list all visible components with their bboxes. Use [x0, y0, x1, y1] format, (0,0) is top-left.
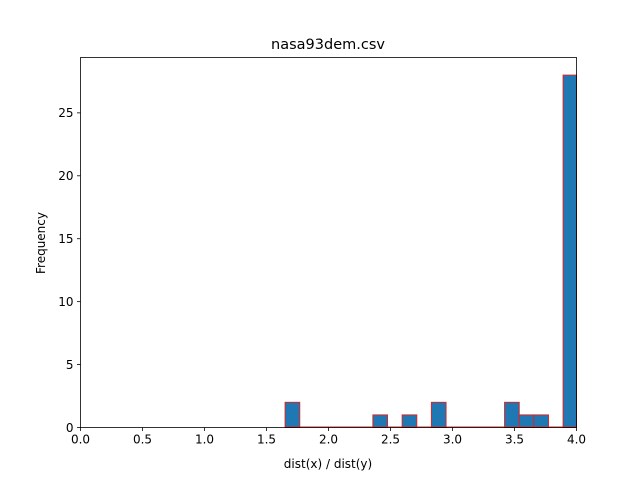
histogram-bar-3: [430, 401, 447, 428]
x-tick-label-6: 3.0: [443, 433, 462, 447]
histogram-bar-2: [401, 414, 418, 429]
plot-frame: [80, 57, 577, 428]
y-tick-label-5: 25: [58, 106, 73, 120]
x-tick-label-4: 2.0: [319, 433, 338, 447]
x-tick-label-0: 0.0: [71, 433, 90, 447]
histogram-bar-4: [504, 401, 520, 428]
y-tick-label-2: 10: [58, 295, 73, 309]
y-axis-label: Frequency: [34, 212, 48, 274]
chart-title: nasa93dem.csv: [271, 37, 385, 53]
histogram-bar-0: [284, 401, 301, 428]
x-axis-label: dist(x) / dist(y): [284, 457, 372, 471]
x-tick-label-7: 3.5: [505, 433, 524, 447]
x-tick-label-5: 2.5: [381, 433, 400, 447]
x-tick-label-3: 1.5: [257, 433, 276, 447]
y-tick-label-4: 20: [58, 169, 73, 183]
bars-group: [284, 74, 577, 429]
y-tick-label-0: 0: [66, 421, 74, 435]
histogram-bar-1: [372, 414, 389, 429]
histogram-bar-5: [518, 414, 535, 429]
y-tick-label-3: 15: [58, 232, 73, 246]
histogram-bar-7: [562, 74, 577, 428]
x-tick-label-1: 0.5: [133, 433, 152, 447]
x-axis-ticks: 0.0 0.5 1.0 1.5 2.0 2.5 3.0 3.5 4.0: [71, 427, 586, 447]
x-tick-label-8: 4.0: [567, 433, 586, 447]
y-tick-label-1: 5: [66, 358, 74, 372]
histogram-bar-6: [533, 414, 549, 429]
x-tick-label-2: 1.0: [195, 433, 214, 447]
y-axis-ticks: 0 5 10 15 20 25: [58, 106, 81, 435]
